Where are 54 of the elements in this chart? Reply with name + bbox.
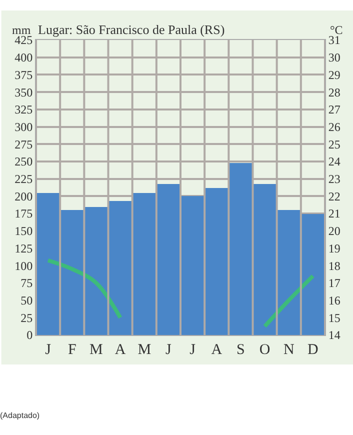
y2-tick-label: 15 [328, 310, 340, 325]
bar [36, 193, 60, 335]
y2-tick-label: 18 [328, 258, 340, 273]
bar [205, 188, 229, 335]
y-tick-label: 375 [14, 68, 33, 82]
y2-tick-label: 19 [328, 241, 340, 256]
x-tick-label: A [114, 342, 126, 358]
y2-tick-label: 26 [328, 120, 340, 134]
y-tick-label: 100 [14, 258, 33, 273]
y2-tick-label: 20 [328, 224, 340, 238]
y-tick-label: 200 [14, 189, 33, 204]
y-tick-label: 275 [14, 137, 33, 152]
x-tick-label: J [190, 342, 196, 358]
y-tick-label: 250 [14, 154, 33, 169]
y2-tick-label: 30 [328, 50, 340, 65]
y2-tick-label: 28 [328, 85, 340, 100]
x-tick-label: A [211, 342, 222, 358]
y-tick-label: 125 [14, 241, 33, 256]
y-tick-label: 300 [14, 120, 33, 134]
bar [132, 193, 156, 335]
y2-tick-label: 22 [328, 189, 340, 204]
y-tick-label: 325 [14, 102, 33, 117]
y2-tick-label: 16 [328, 293, 340, 308]
y-tick-label: 225 [14, 172, 33, 186]
y-tick-label: 25 [20, 310, 33, 325]
y2-tick-label: 29 [328, 68, 340, 82]
x-tick-label: F [68, 342, 76, 358]
y-tick-label: 400 [14, 50, 33, 65]
x-tick-label: O [259, 342, 270, 358]
y2-tick-label: 14 [328, 328, 340, 342]
y-tick-label: 175 [14, 206, 33, 221]
bar [229, 163, 253, 335]
bar [84, 207, 108, 335]
y2-tick-label: 25 [328, 137, 340, 152]
y2-tick-label: 17 [328, 276, 340, 290]
y2-tick-label: 24 [328, 154, 340, 169]
y-tick-label: 150 [14, 224, 33, 238]
x-tick-label: J [166, 342, 172, 358]
y-tick-label: 0 [26, 328, 33, 342]
y-tick-label: 75 [20, 276, 33, 290]
y2-tick-label: 21 [328, 206, 340, 221]
y2-tick-label: 23 [328, 172, 340, 186]
y-tick-label: 350 [14, 85, 33, 100]
x-tick-label: J [45, 342, 52, 358]
x-tick-label: S [236, 342, 245, 358]
y-tick-label: 50 [20, 293, 33, 308]
text: (Adaptado) [0, 411, 40, 420]
x-tick-label: M [138, 342, 152, 358]
y2-tick-label: 27 [328, 102, 340, 117]
bar [181, 196, 205, 335]
x-tick-label: M [90, 342, 103, 358]
x-tick-label: N [283, 342, 294, 358]
chart-title: Lugar: São Francisco de Paula (RS) [38, 22, 225, 37]
x-tick-label: D [308, 342, 319, 358]
